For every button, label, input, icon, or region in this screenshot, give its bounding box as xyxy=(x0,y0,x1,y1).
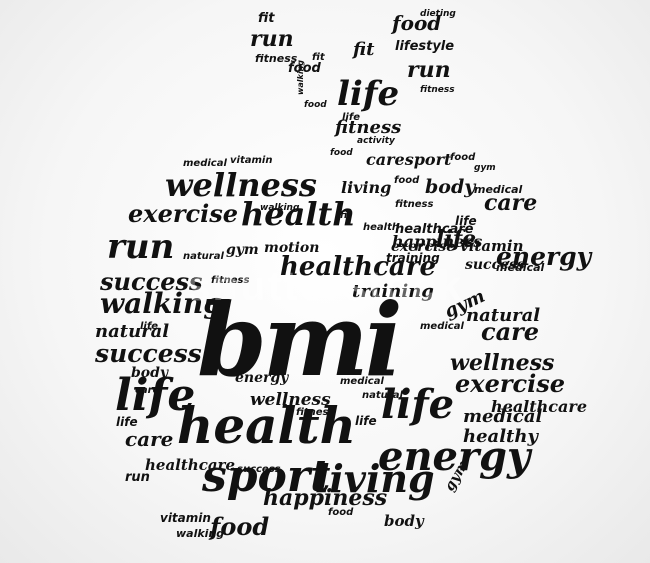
word-sport: sport xyxy=(201,451,330,502)
word-fitness: fitness xyxy=(333,117,401,138)
word-medical: medical xyxy=(474,183,523,196)
word-run: run xyxy=(125,470,150,485)
word-exercise: exercise xyxy=(455,369,565,398)
word-health: health xyxy=(177,396,356,455)
word-happiness: happiness xyxy=(392,232,482,251)
word-success: success xyxy=(99,267,203,296)
word-life: life xyxy=(436,226,476,252)
word-fitness: fitness xyxy=(395,199,434,210)
word-happiness: happiness xyxy=(263,485,387,511)
word-gym: gym xyxy=(226,242,259,258)
word-medical: medical xyxy=(183,158,227,169)
word-life: life xyxy=(455,214,477,228)
word-life: life xyxy=(381,381,454,428)
word-medical: medical xyxy=(463,406,543,427)
word-fitness: fitness xyxy=(255,52,298,65)
word-natural: natural xyxy=(183,251,224,262)
word-food: food xyxy=(394,175,420,186)
word-care: care xyxy=(484,190,537,216)
word-success: success xyxy=(465,257,525,273)
word-fitness: fitness xyxy=(211,275,250,286)
word-fit: fit xyxy=(258,11,275,26)
word-fitness: fitness xyxy=(420,85,455,95)
word-living: living xyxy=(315,456,435,501)
word-body: body xyxy=(384,512,425,530)
word-food: food xyxy=(330,148,353,158)
word-life: life xyxy=(115,370,195,421)
word-food: food xyxy=(328,507,354,518)
word-vitamin: vitamin xyxy=(230,155,272,166)
word-food: food xyxy=(450,152,476,163)
word-medical: medical xyxy=(420,321,464,332)
word-energy: energy xyxy=(378,433,533,480)
word-fit: fit xyxy=(340,211,352,221)
word-food: food xyxy=(208,512,269,541)
word-life: life xyxy=(116,415,138,429)
word-exercise: exercise xyxy=(391,239,455,255)
word-energy: energy xyxy=(496,242,593,271)
word-healthy: healthy xyxy=(463,426,539,447)
word-health: health xyxy=(363,222,399,233)
word-training: training xyxy=(386,251,440,265)
word-motion: motion xyxy=(264,240,319,256)
word-healthcare: healthcare xyxy=(145,456,235,474)
word-fit: fit xyxy=(312,52,326,63)
word-healthcare: healthcare xyxy=(280,252,436,282)
word-life: life xyxy=(355,414,377,428)
word-natural: natural xyxy=(362,390,403,401)
word-run: run xyxy=(407,57,451,83)
word-lifestyle: lifestyle xyxy=(395,39,454,54)
word-walking: walking xyxy=(296,60,305,95)
word-medical: medical xyxy=(340,376,384,387)
word-food: food xyxy=(288,61,322,76)
word-health: health xyxy=(241,195,356,233)
word-run: run xyxy=(107,227,174,267)
word-success: success xyxy=(94,339,202,368)
word-wellness: wellness xyxy=(165,166,317,204)
word-fitness: fitness xyxy=(296,407,335,418)
word-food: food xyxy=(304,100,327,110)
word-run: run xyxy=(250,26,294,52)
word-food: food xyxy=(390,11,441,35)
word-care: care xyxy=(125,427,173,451)
word-caresport: caresport xyxy=(366,150,452,169)
word-life: life xyxy=(342,112,360,123)
word-walking: walking xyxy=(176,527,224,540)
word-vitamin: vitamin xyxy=(460,237,524,255)
word-body: body xyxy=(131,365,169,381)
word-life: life xyxy=(140,321,158,332)
word-activity: activity xyxy=(357,136,396,146)
word-healthcare: healthcare xyxy=(491,397,587,416)
word-natural: natural xyxy=(95,321,169,342)
word-fit: fit xyxy=(351,39,375,60)
word-healthcare: healthcare xyxy=(395,222,474,237)
word-care: care xyxy=(481,317,539,346)
word-wellness: wellness xyxy=(250,390,331,410)
word-walking: walking xyxy=(260,203,300,213)
word-medical: medical xyxy=(496,261,545,274)
word-walking: walking xyxy=(100,287,223,320)
word-exercise: exercise xyxy=(128,199,238,228)
word-living: living xyxy=(341,178,391,197)
word-gym: gym xyxy=(474,163,496,173)
word-wellness: wellness xyxy=(450,350,554,376)
word-natural: natural xyxy=(466,305,540,326)
word-body: body xyxy=(425,176,477,198)
word-training: training xyxy=(352,281,434,302)
word-bmi: bmi xyxy=(197,281,399,399)
word-vitamin: vitamin xyxy=(160,511,211,525)
word-care: care xyxy=(135,385,160,396)
word-life: life xyxy=(337,74,399,114)
word-energy: energy xyxy=(235,370,289,386)
word-success: success xyxy=(237,464,281,475)
word-dieting: dieting xyxy=(420,9,456,19)
